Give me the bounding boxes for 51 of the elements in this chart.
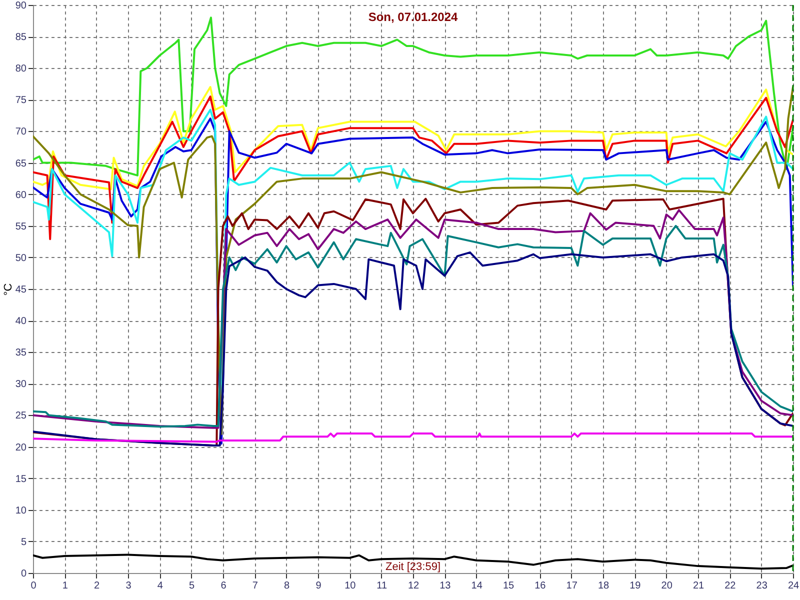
y-axis-title: °C (2, 283, 14, 296)
x-tick-label: 11 (376, 580, 388, 592)
x-tick-label: 4 (157, 580, 164, 592)
y-tick-label: 85 (15, 32, 27, 44)
y-tick-label: 25 (15, 410, 27, 422)
x-tick-label: 14 (471, 580, 483, 592)
y-tick-label: 70 (15, 126, 27, 138)
y-tick-label: 55 (15, 221, 27, 232)
x-tick-label: 10 (344, 580, 356, 592)
x-tick-label: 20 (661, 580, 673, 592)
x-tick-label: 24 (788, 580, 800, 592)
line-series (33, 251, 793, 447)
line-series (33, 432, 793, 443)
x-tick-label: 6 (220, 580, 227, 592)
y-tick-label: 5 (20, 536, 27, 548)
x-tick-label: 23 (756, 580, 768, 592)
x-tick-label: 2 (94, 580, 100, 592)
y-tick-label: 90 (15, 0, 27, 12)
x-tick-label: 7 (252, 580, 258, 592)
chart-title: Son, 07.01.2024 (368, 10, 458, 24)
y-tick-label: 50 (15, 252, 27, 264)
x-tick-label: 19 (630, 580, 642, 592)
y-tick-label: 60 (15, 190, 27, 201)
y-tick-label: 30 (15, 379, 27, 390)
y-tick-label: 40 (15, 316, 27, 328)
y-tick-label: 75 (15, 95, 27, 106)
annotation: Zeit [23:59] (385, 561, 441, 573)
x-tick-label: 9 (316, 580, 322, 592)
x-tick-label: 1 (62, 580, 68, 592)
x-tick-label: 5 (189, 580, 196, 592)
line-series (33, 96, 793, 240)
x-tick-label: 17 (566, 580, 578, 592)
y-tick-label: 15 (15, 474, 27, 485)
x-tick-label: 8 (284, 580, 290, 592)
y-tick-label: 65 (15, 158, 27, 170)
y-tick-label: 20 (15, 442, 27, 454)
x-tick-label: 13 (440, 580, 452, 592)
x-tick-label: 0 (30, 580, 37, 592)
x-tick-label: 15 (502, 580, 514, 592)
x-tick-label: 21 (692, 580, 704, 592)
x-tick-label: 3 (126, 580, 132, 592)
x-tick-label: 22 (724, 580, 736, 592)
y-tick-label: 35 (15, 348, 27, 359)
y-tick-label: 0 (20, 568, 27, 580)
y-tick-label: 80 (15, 64, 27, 75)
x-tick-label: 12 (408, 580, 420, 592)
x-tick-label: 16 (534, 580, 546, 592)
y-tick-label: 10 (15, 505, 27, 516)
line-series (33, 86, 793, 190)
x-tick-label: 18 (598, 580, 610, 592)
y-tick-label: 45 (15, 284, 27, 296)
